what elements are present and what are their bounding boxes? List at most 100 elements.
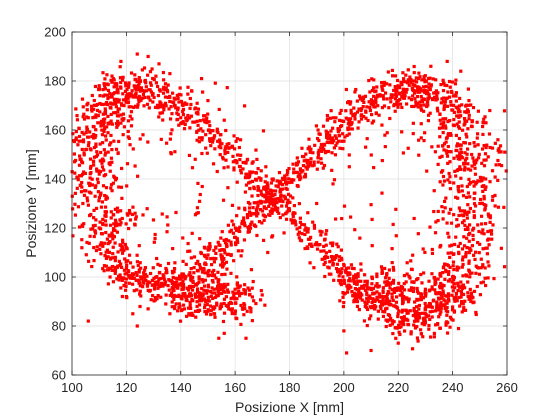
data-point <box>88 166 93 170</box>
data-point <box>219 236 223 240</box>
data-point <box>256 200 260 204</box>
data-point <box>102 82 106 86</box>
data-point <box>142 271 146 275</box>
data-point <box>481 124 485 129</box>
data-point <box>179 116 183 120</box>
data-point <box>329 272 333 276</box>
data-point <box>182 307 187 311</box>
data-point <box>294 170 298 175</box>
data-point <box>370 282 374 286</box>
data-point <box>427 279 431 283</box>
data-point <box>248 306 252 310</box>
data-point <box>172 266 177 271</box>
data-point <box>285 173 289 177</box>
data-point <box>102 168 106 172</box>
data-point <box>380 299 384 303</box>
data-point <box>262 218 266 222</box>
data-point <box>460 265 464 269</box>
data-point <box>414 100 418 104</box>
data-point <box>124 295 128 299</box>
data-point <box>317 148 321 152</box>
data-point <box>455 217 459 222</box>
data-point <box>101 244 105 248</box>
data-point <box>233 158 237 163</box>
data-point <box>111 264 115 269</box>
data-point <box>456 223 460 227</box>
data-point <box>169 105 173 109</box>
data-point <box>319 233 323 237</box>
data-point <box>476 223 480 227</box>
data-point <box>131 147 135 151</box>
data-point <box>276 206 280 210</box>
data-point <box>380 87 384 91</box>
data-point <box>151 218 156 222</box>
data-point <box>454 99 458 103</box>
data-point <box>173 261 177 265</box>
data-point <box>238 138 243 142</box>
data-point <box>469 294 473 298</box>
data-point <box>417 307 421 311</box>
x-tick-label: 240 <box>442 380 464 395</box>
data-point <box>86 203 90 207</box>
data-point <box>239 254 243 258</box>
data-point <box>347 272 351 277</box>
data-point <box>389 93 393 97</box>
data-point <box>136 96 140 100</box>
data-point <box>337 255 342 259</box>
data-point <box>181 109 185 113</box>
data-point <box>98 110 102 114</box>
data-point <box>342 281 347 285</box>
data-point <box>104 223 108 227</box>
data-point <box>227 239 231 243</box>
data-point <box>496 158 500 163</box>
data-point <box>271 194 275 198</box>
data-point <box>224 145 228 149</box>
data-point <box>135 105 140 109</box>
data-point <box>293 219 297 223</box>
data-point <box>232 166 236 170</box>
y-tick-label: 60 <box>52 368 66 383</box>
data-point <box>481 176 485 180</box>
data-point <box>159 137 163 141</box>
data-point <box>305 161 309 165</box>
data-point <box>251 279 255 284</box>
data-point <box>438 112 442 117</box>
data-point <box>451 94 456 98</box>
data-point <box>121 112 126 116</box>
data-point <box>399 288 403 293</box>
data-point <box>457 136 461 141</box>
data-point <box>371 304 375 308</box>
data-point <box>454 195 458 199</box>
data-point <box>124 97 128 101</box>
data-point <box>479 257 483 261</box>
data-point <box>145 207 149 211</box>
data-point <box>93 229 97 233</box>
data-point <box>456 288 460 293</box>
data-point <box>481 228 485 232</box>
data-point <box>259 169 263 173</box>
data-point <box>481 280 485 284</box>
data-point <box>176 106 180 110</box>
data-point <box>212 273 217 277</box>
data-point <box>187 292 192 296</box>
data-point <box>365 297 369 301</box>
data-point <box>145 284 150 288</box>
data-point <box>481 247 485 251</box>
data-point <box>163 282 167 287</box>
data-point <box>125 212 129 216</box>
data-point <box>135 79 139 84</box>
data-point <box>460 128 465 132</box>
data-point <box>157 62 161 66</box>
data-point <box>347 279 351 283</box>
data-point <box>229 271 233 275</box>
data-point <box>234 316 238 320</box>
data-point <box>391 265 395 270</box>
data-point <box>123 257 127 261</box>
data-point <box>338 271 343 275</box>
data-point <box>96 114 100 118</box>
data-point <box>94 144 98 148</box>
data-point <box>451 260 456 264</box>
data-point <box>369 153 373 157</box>
data-point <box>263 200 267 204</box>
data-point <box>193 309 198 313</box>
